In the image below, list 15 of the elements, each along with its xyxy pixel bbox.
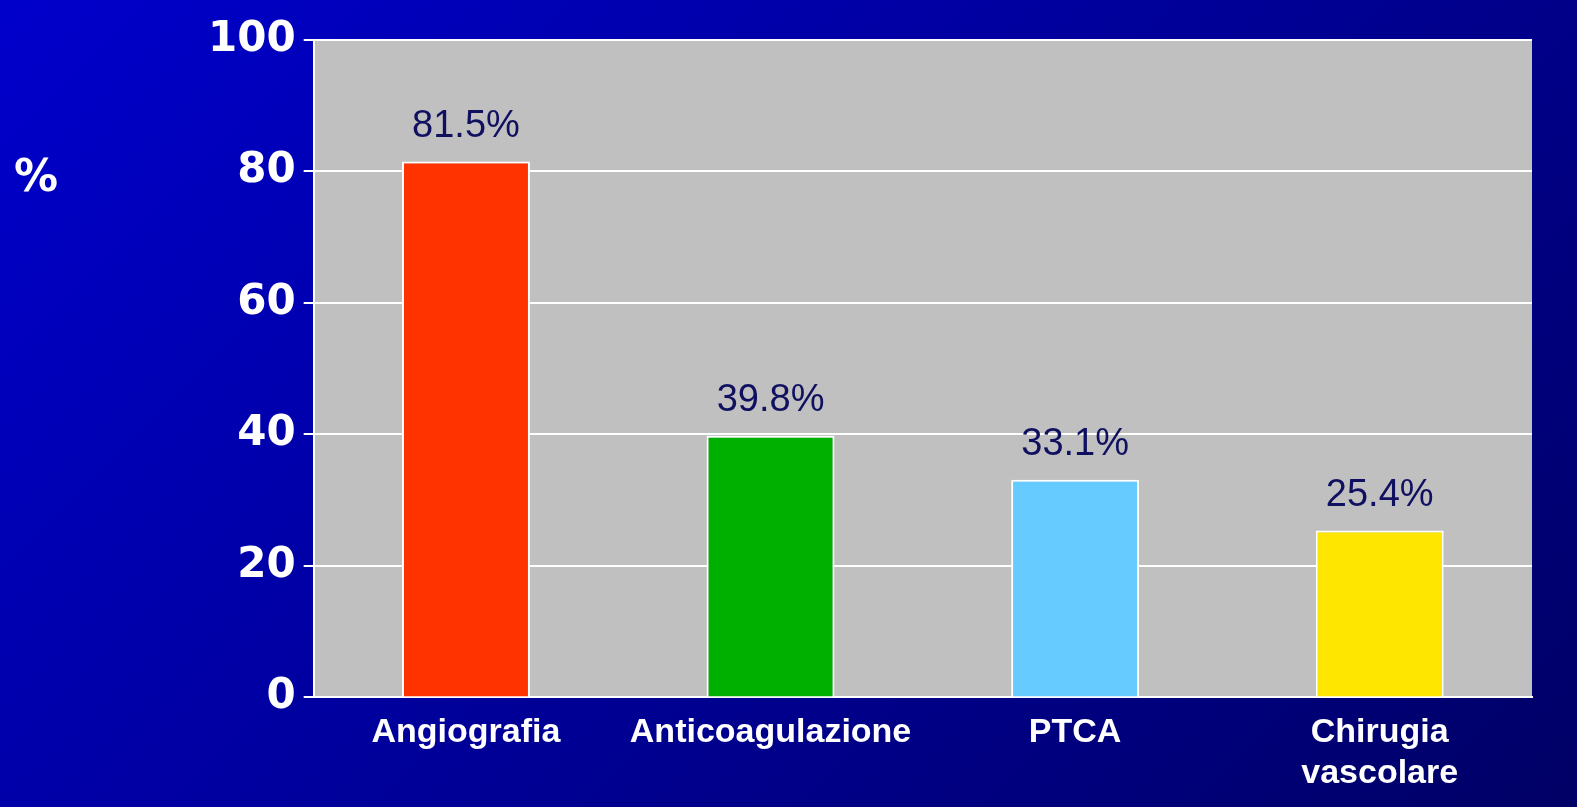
y-tick-label: 40 <box>237 406 296 456</box>
data-label: 25.4% <box>1325 471 1434 514</box>
data-label: 81.5% <box>412 103 520 146</box>
y-tick-label: 0 <box>266 669 296 719</box>
x-tick-label: Angiografia <box>371 711 562 750</box>
x-tick-label: PTCA <box>1028 711 1122 750</box>
x-tick-label: Anticoagulazione <box>629 711 912 750</box>
y-tick-label: 80 <box>237 143 296 193</box>
y-tick-label: 60 <box>237 274 296 324</box>
y-axis-title: % <box>14 150 59 201</box>
data-label: 39.8% <box>716 377 825 420</box>
x-tick-label: Chirugia vascolare <box>1301 711 1459 790</box>
data-label: 33.1% <box>1021 421 1129 464</box>
y-tick-label: 100 <box>208 11 296 61</box>
y-tick-label: 20 <box>237 537 296 587</box>
